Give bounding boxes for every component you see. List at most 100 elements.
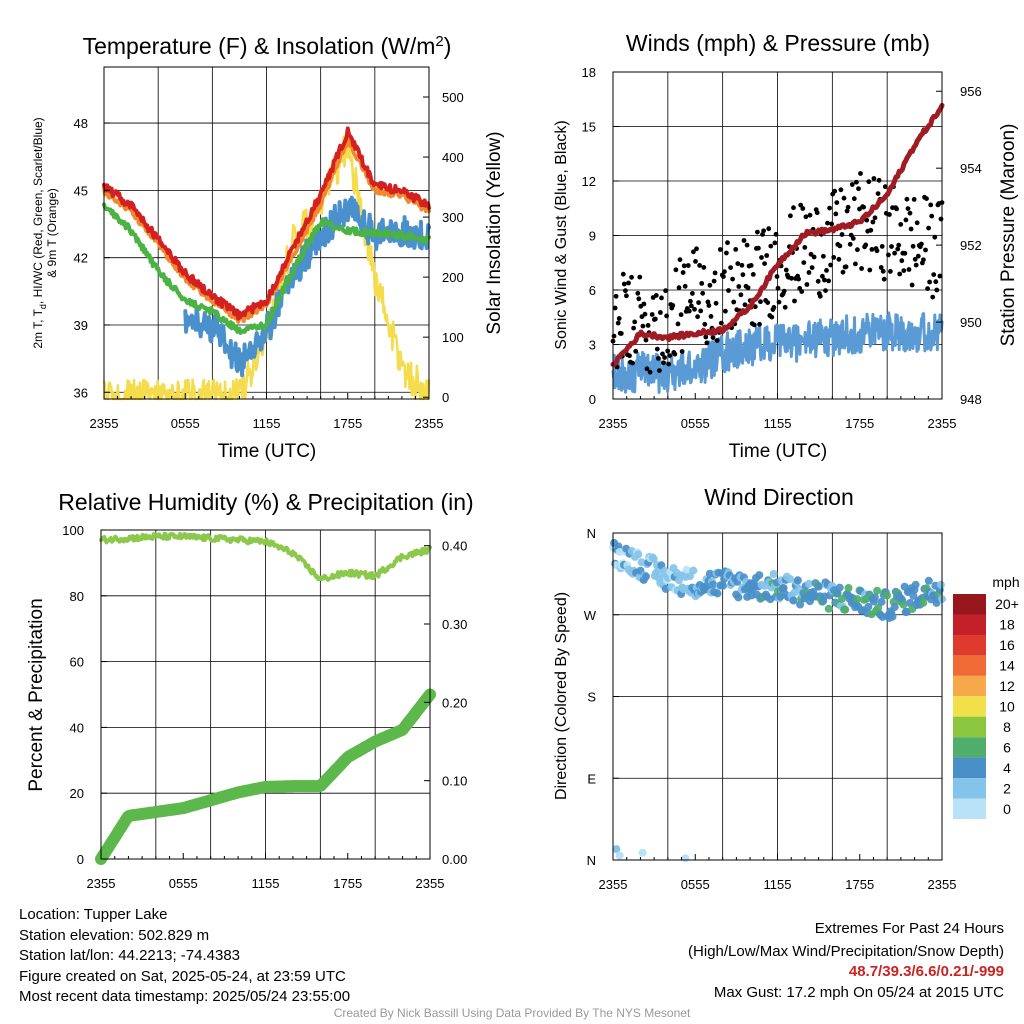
gust-point — [618, 331, 624, 336]
gust-point — [817, 293, 823, 299]
y-tick-label: W — [584, 608, 597, 623]
gust-point — [929, 213, 935, 219]
gust-point — [654, 346, 660, 352]
gust-point — [657, 368, 662, 373]
direction-title: Wind Direction — [704, 484, 854, 510]
direction-point — [638, 848, 647, 857]
gust-point — [811, 254, 817, 260]
gust-point — [897, 271, 903, 277]
gust-point — [706, 303, 712, 308]
direction-panel: Wind Direction 2355 0555 1155 1755 2355NESWN… — [553, 484, 1020, 892]
gust-point — [841, 195, 847, 201]
gust-point — [636, 296, 642, 302]
y-tick-label: 48 — [74, 116, 88, 131]
colorbar-label: 4 — [1003, 760, 1011, 776]
gust-point — [801, 260, 807, 265]
gust-point — [803, 214, 809, 220]
gust-point — [679, 349, 685, 354]
x-tick-label: 1155 — [764, 877, 792, 892]
gust-point — [776, 299, 782, 305]
gust-point — [701, 265, 707, 270]
gust-point — [888, 269, 893, 274]
gust-point — [889, 244, 894, 249]
gust-point — [748, 263, 754, 268]
gust-point — [626, 280, 631, 286]
direction-point — [919, 598, 928, 607]
gust-point — [833, 211, 839, 217]
direction-point — [793, 576, 802, 585]
gust-point — [781, 288, 787, 294]
y-tick-label: 0 — [77, 852, 84, 867]
colorbar-label: 20+ — [995, 596, 1019, 612]
gust-point — [755, 229, 760, 235]
colorbar-swatch — [953, 634, 986, 656]
gust-point — [903, 217, 909, 223]
gust-point — [925, 286, 930, 291]
wind-ylabel: Sonic Wind & Gust (Blue, Black) — [553, 120, 570, 349]
extremes-values: 48.7/39.3/6.6/0.21/-999 — [848, 963, 1004, 980]
direction-point — [615, 851, 624, 860]
gust-point — [905, 206, 911, 212]
gust-point — [829, 221, 834, 227]
x-tick-label: 2355 — [928, 877, 957, 892]
y-tick-label: E — [587, 771, 596, 786]
gust-point — [838, 187, 844, 193]
gust-point — [878, 265, 884, 270]
gust-point — [892, 250, 897, 256]
gust-point — [704, 340, 710, 346]
gust-point — [616, 316, 622, 321]
gust-point — [662, 355, 667, 360]
heat-index-line — [183, 195, 431, 378]
gust-point — [902, 250, 908, 256]
x-tick-label: 1155 — [764, 416, 792, 431]
svg-text:2m T, Td, HI/WC (Red, Green, S: 2m T, Td, HI/WC (Red, Green, Scarlet/Blu… — [31, 117, 48, 348]
gust-point — [868, 227, 874, 233]
gust-point — [907, 210, 913, 216]
gust-point — [887, 212, 892, 217]
y-tick-label: S — [587, 690, 596, 705]
gust-point — [660, 351, 665, 357]
gust-point — [915, 253, 921, 259]
gust-point — [926, 225, 931, 231]
gust-point — [871, 176, 877, 181]
gust-point — [739, 262, 745, 268]
x-tick-label: 1755 — [845, 877, 874, 892]
colorbar-swatch — [953, 614, 986, 635]
gust-point — [807, 212, 813, 218]
gust-point — [699, 281, 705, 286]
y-tick-label: 18 — [582, 65, 596, 80]
y2-tick-label: 300 — [442, 210, 464, 225]
temperature-panel: Temperature (F) & Insolation (W/m2) 2355… — [31, 33, 505, 462]
gust-point — [742, 302, 748, 308]
gust-point — [744, 242, 750, 248]
direction-point — [649, 555, 658, 563]
temperature-y2label: Solar Insolation (Yellow) — [484, 131, 505, 334]
gust-point — [901, 268, 907, 273]
gust-point — [695, 314, 700, 320]
gust-point — [765, 300, 771, 305]
direction-point — [841, 605, 850, 614]
gust-point — [894, 206, 899, 212]
gust-point — [840, 269, 846, 275]
x-tick-label: 2355 — [599, 416, 628, 431]
gust-point — [631, 325, 636, 331]
temp-2m-line — [102, 126, 431, 321]
gust-point — [658, 310, 663, 315]
gust-point — [856, 186, 861, 192]
colorbar-swatch — [953, 757, 986, 779]
gust-point — [814, 210, 820, 216]
gust-point — [691, 249, 696, 255]
recent-text: Most recent data timestamp: 2025/05/24 2… — [19, 988, 351, 1005]
gust-point — [937, 273, 943, 279]
y2-tick-label: 0.20 — [442, 695, 467, 710]
x-tick-label: 1755 — [333, 876, 362, 891]
gust-point — [718, 320, 724, 326]
gust-point — [629, 274, 634, 280]
gust-point — [904, 196, 910, 202]
direction-point — [755, 571, 764, 580]
colorbar-label: 14 — [999, 658, 1015, 674]
gust-point — [933, 279, 939, 285]
x-tick-label: 0555 — [171, 416, 200, 431]
gust-point — [932, 234, 938, 240]
